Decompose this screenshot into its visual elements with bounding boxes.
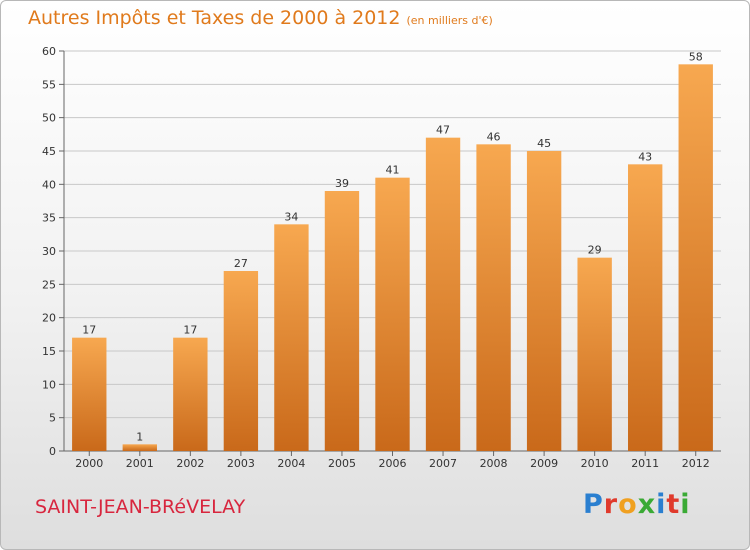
chart-title-text: Autres Impôts et Taxes de 2000 à 2012 xyxy=(28,7,401,29)
chart-unit: (en milliers d'€) xyxy=(406,14,493,27)
data-label: 45 xyxy=(537,137,551,150)
logo-letter: t xyxy=(666,489,681,520)
x-tick-label: 2002 xyxy=(176,457,204,470)
x-tick-label: 2011 xyxy=(631,457,659,470)
y-tick-label: 5 xyxy=(49,412,56,425)
x-tick-label: 2010 xyxy=(581,457,609,470)
y-tick-label: 60 xyxy=(42,45,56,58)
y-tick-label: 50 xyxy=(42,112,56,125)
bar xyxy=(72,337,107,451)
data-label: 27 xyxy=(234,257,248,270)
data-label: 41 xyxy=(386,164,400,177)
bar xyxy=(678,64,713,452)
bar xyxy=(375,177,410,451)
data-label: 43 xyxy=(638,150,652,163)
logo-letter: r xyxy=(603,489,619,520)
data-label: 29 xyxy=(588,244,602,257)
bar xyxy=(274,224,309,451)
x-tick-label: 2004 xyxy=(277,457,305,470)
chart-title: Autres Impôts et Taxes de 2000 à 2012 (en… xyxy=(28,7,493,29)
data-label: 58 xyxy=(689,50,703,63)
x-tick-label: 2008 xyxy=(480,457,508,470)
y-tick-label: 40 xyxy=(42,178,56,191)
y-tick-label: 0 xyxy=(49,445,56,458)
data-label: 47 xyxy=(436,124,450,137)
x-tick-label: 2009 xyxy=(530,457,558,470)
y-tick-label: 55 xyxy=(42,78,56,91)
logo-letter: i xyxy=(680,489,691,520)
x-tick-label: 2006 xyxy=(379,457,407,470)
y-tick-label: 35 xyxy=(42,212,56,225)
logo-letter: x xyxy=(637,489,657,520)
data-label: 39 xyxy=(335,177,349,190)
bar xyxy=(324,191,360,451)
y-tick-label: 25 xyxy=(42,278,56,291)
y-tick-label: 10 xyxy=(42,378,56,391)
logo-letter: i xyxy=(656,489,667,520)
logo-letter: P xyxy=(583,489,604,520)
commune-name: SAINT-JEAN-BRéVELAY xyxy=(35,496,246,518)
x-tick-label: 2012 xyxy=(682,457,710,470)
bar xyxy=(122,444,157,451)
data-label: 46 xyxy=(487,130,501,143)
x-tick-label: 2000 xyxy=(75,457,103,470)
data-label: 17 xyxy=(82,324,96,337)
logo-letter: o xyxy=(618,489,638,520)
proxiti-logo: Proxiti xyxy=(583,489,691,520)
bar xyxy=(173,337,208,451)
bar xyxy=(526,151,562,451)
x-tick-label: 2007 xyxy=(429,457,457,470)
bar xyxy=(476,144,511,452)
bar xyxy=(628,164,663,452)
y-tick-label: 15 xyxy=(42,345,56,358)
bar xyxy=(425,137,461,451)
y-tick-label: 45 xyxy=(42,145,56,158)
data-label: 34 xyxy=(284,210,298,223)
data-label: 17 xyxy=(183,324,197,337)
x-tick-label: 2003 xyxy=(227,457,255,470)
bar xyxy=(223,271,259,451)
x-tick-label: 2001 xyxy=(126,457,154,470)
y-tick-label: 20 xyxy=(42,312,56,325)
y-tick-label: 30 xyxy=(42,245,56,258)
x-tick-label: 2005 xyxy=(328,457,356,470)
data-label: 1 xyxy=(136,430,143,443)
bar xyxy=(577,257,612,451)
